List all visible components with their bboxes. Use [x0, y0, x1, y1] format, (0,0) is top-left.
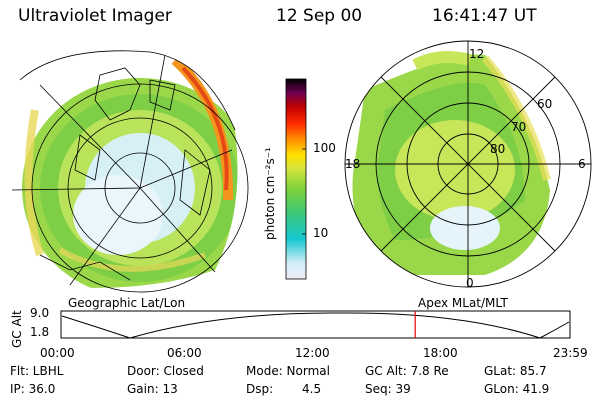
mlat-label-70: 70	[511, 120, 527, 134]
sequence-number: Seq: 39	[365, 382, 411, 396]
magnetic-map	[344, 40, 592, 288]
geo-lon: GLon: 41.9	[484, 382, 550, 396]
colorbar-label: photon cm⁻²s⁻¹	[263, 147, 277, 240]
instrument-title: Ultraviolet Imager	[18, 6, 172, 26]
altitude-xtick-1800: 18:00	[423, 346, 458, 360]
header-date: 12 Sep 00	[276, 6, 363, 26]
colorbar-tick-10: 10	[313, 226, 329, 240]
geo-lat: GLat: 85.7	[484, 364, 547, 378]
mlt-label-18: 18	[345, 157, 361, 171]
header-time: 16:41:47 UT	[432, 6, 537, 26]
dsp-value: 4.5	[302, 382, 322, 396]
door-status: Door: Closed	[127, 364, 204, 378]
mlat-label-60: 60	[537, 97, 553, 111]
altitude-xtick-0000: 00:00	[40, 346, 75, 360]
altitude-xtick-2359: 23:59	[553, 346, 588, 360]
gc-altitude: GC Alt: 7.8 Re	[365, 364, 449, 378]
mlt-label-0: 0	[466, 276, 474, 290]
altitude-xtick-1200: 12:00	[295, 346, 330, 360]
colorbar	[285, 78, 307, 280]
colorbar-tick-100: 100	[313, 141, 336, 155]
mlt-label-6: 6	[578, 157, 586, 171]
altitude-plot	[60, 310, 571, 339]
mode-status: Mode: Normal	[246, 364, 330, 378]
mlat-label-80: 80	[490, 142, 506, 156]
geographic-map	[10, 50, 249, 293]
right-map-caption: Apex MLat/MLT	[418, 296, 508, 310]
gain-value: Gain: 13	[127, 382, 178, 396]
altitude-ytick-low: 1.8	[30, 325, 50, 339]
flt-filter: Flt: LBHL	[10, 364, 64, 378]
altitude-ylabel: GC Alt	[10, 310, 24, 348]
dsp-label: Dsp:	[246, 382, 274, 396]
altitude-ytick-high: 9.0	[30, 306, 50, 320]
mlt-label-12: 12	[469, 47, 485, 61]
altitude-xtick-0600: 06:00	[167, 346, 202, 360]
ip-value: IP: 36.0	[10, 382, 56, 396]
left-map-caption: Geographic Lat/Lon	[68, 296, 186, 310]
